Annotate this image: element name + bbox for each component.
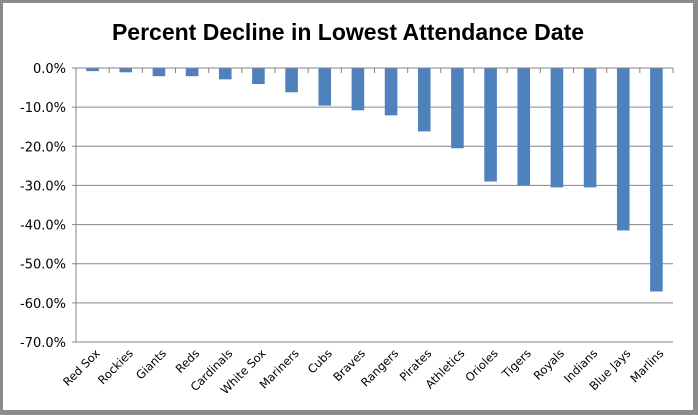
y-tick-label: -50.0% xyxy=(20,258,66,273)
frame-shadow-right xyxy=(693,0,698,415)
x-axis xyxy=(72,67,674,343)
x-tick-label: Rockies xyxy=(95,346,136,387)
bar-braves xyxy=(351,68,365,111)
bar-cardinals xyxy=(218,68,232,80)
bar-pirates xyxy=(417,68,431,132)
x-tick-label: Giants xyxy=(133,346,169,382)
frame-shadow-bottom xyxy=(0,410,698,415)
y-tick-label: -30.0% xyxy=(20,179,66,194)
y-tick-label: -10.0% xyxy=(20,101,66,116)
x-tick-label: Tigers xyxy=(499,346,534,381)
bar-cubs xyxy=(318,68,332,106)
y-tick-label: -20.0% xyxy=(20,140,66,155)
x-tick-label: Red Sox xyxy=(60,346,103,389)
chart-title: Percent Decline in Lowest Attendance Dat… xyxy=(112,19,584,45)
bar-giants xyxy=(152,68,166,77)
x-tick-label: Marlins xyxy=(627,346,666,385)
y-tick-label: 0.0% xyxy=(33,62,66,77)
bar-athletics xyxy=(451,68,464,149)
y-tick-label: -60.0% xyxy=(20,297,66,312)
x-tick-label: Cubs xyxy=(305,346,335,376)
bar-indians xyxy=(583,68,597,188)
x-tick-label: Orioles xyxy=(462,346,500,384)
y-axis-ticks: 0.0% -10.0% -20.0% -30.0% -40.0% -50.0% -60.0%… xyxy=(20,62,66,351)
bar-reds xyxy=(185,68,199,77)
y-tick-label: -70.0% xyxy=(20,336,66,351)
bar-royals xyxy=(550,68,564,188)
bar-mariners xyxy=(285,68,298,93)
y-tick-label: -40.0% xyxy=(20,219,66,234)
bar-blue-jays xyxy=(616,68,630,231)
bars xyxy=(86,68,663,292)
x-tick-label: Reds xyxy=(173,346,203,376)
bar-rangers xyxy=(384,68,398,116)
bar-tigers xyxy=(517,68,531,186)
bar-marlins xyxy=(650,68,663,292)
bar-white-sox xyxy=(252,68,265,85)
bar-red-sox xyxy=(86,68,99,72)
bar-rockies xyxy=(119,68,133,73)
gridlines xyxy=(72,68,673,343)
bar-orioles xyxy=(484,68,497,182)
